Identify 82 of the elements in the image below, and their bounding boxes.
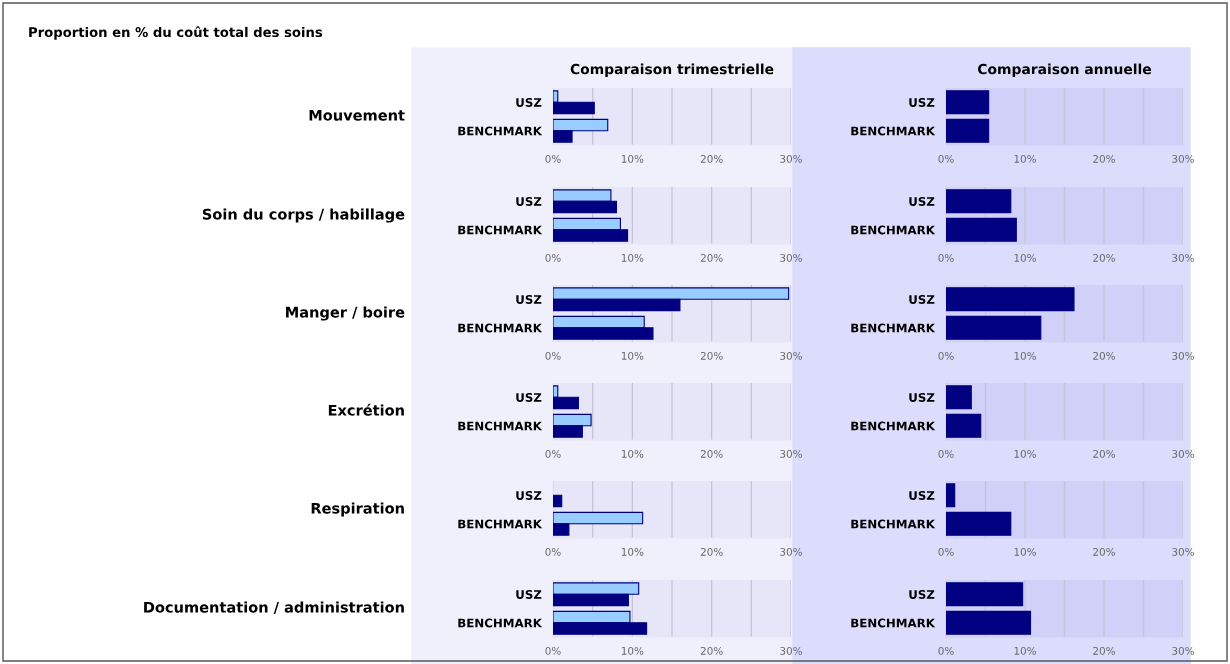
x-tick-label: 20% bbox=[700, 547, 723, 556]
x-tick-label: 0% bbox=[545, 253, 561, 262]
y-tick-label: BENCHMARK bbox=[851, 323, 936, 333]
y-tick-label: BENCHMARK bbox=[851, 225, 936, 235]
x-tick-label: 30% bbox=[780, 646, 802, 655]
y-tick-label: BENCHMARK bbox=[458, 323, 543, 333]
y-tick-label: USZ bbox=[516, 589, 542, 599]
y-tick-label: BENCHMARK bbox=[458, 519, 543, 529]
x-tick-label: 0% bbox=[938, 646, 954, 655]
x-tick-label: 10% bbox=[1014, 351, 1036, 360]
x-tick-label: 20% bbox=[1093, 253, 1115, 262]
y-tick-label: USZ bbox=[516, 392, 542, 402]
x-tick-label: 30% bbox=[780, 547, 802, 556]
x-tick-label: 10% bbox=[621, 253, 644, 262]
x-tick-label: 0% bbox=[938, 253, 954, 262]
text: Proportion en % du coût total des soins bbox=[29, 26, 323, 40]
x-tick-label: 30% bbox=[1172, 154, 1194, 163]
x-tick-label: 10% bbox=[1014, 547, 1036, 556]
y-axis-title: Documentation / administration bbox=[144, 601, 404, 614]
x-tick-label: 0% bbox=[938, 547, 954, 556]
x-tick-label: 0% bbox=[545, 646, 561, 655]
y-tick-label: USZ bbox=[516, 490, 542, 500]
x-tick-label: 10% bbox=[1014, 253, 1036, 262]
x-tick-label: 20% bbox=[1093, 449, 1115, 458]
x-tick-label: 20% bbox=[1093, 547, 1115, 556]
x-tick-label: 20% bbox=[1093, 646, 1115, 655]
x-tick-label: 30% bbox=[780, 449, 802, 458]
x-tick-label: 20% bbox=[700, 449, 723, 458]
x-tick-label: 30% bbox=[1172, 351, 1194, 360]
x-tick-label: 0% bbox=[545, 449, 561, 458]
x-tick-label: 30% bbox=[1172, 646, 1194, 655]
y-tick-label: BENCHMARK bbox=[458, 225, 543, 235]
y-tick-label: BENCHMARK bbox=[458, 421, 543, 431]
y-tick-label: USZ bbox=[909, 294, 935, 304]
y-tick-label: USZ bbox=[909, 97, 935, 107]
x-tick-label: 10% bbox=[621, 351, 644, 360]
x-tick-label: 20% bbox=[700, 351, 723, 360]
x-tick-label: 10% bbox=[621, 646, 644, 655]
x-tick-label: 10% bbox=[621, 154, 644, 163]
x-tick-label: 30% bbox=[1172, 253, 1194, 262]
y-tick-label: BENCHMARK bbox=[851, 618, 936, 628]
y-tick-label: BENCHMARK bbox=[458, 618, 543, 628]
chart-title: Comparaison annuelle bbox=[977, 63, 1152, 77]
x-tick-label: 30% bbox=[780, 253, 802, 262]
y-axis-title: Mouvement bbox=[309, 109, 405, 121]
y-axis-title: Excrétion bbox=[328, 403, 404, 416]
x-tick-label: 10% bbox=[1014, 646, 1036, 655]
x-tick-label: 0% bbox=[938, 449, 954, 458]
x-tick-label: 10% bbox=[1014, 154, 1036, 163]
x-tick-label: 30% bbox=[1172, 449, 1194, 458]
y-tick-label: USZ bbox=[516, 196, 542, 206]
x-tick-label: 10% bbox=[1014, 449, 1036, 458]
y-axis-title: Soin du corps / habillage bbox=[202, 208, 405, 223]
y-tick-label: USZ bbox=[516, 294, 542, 304]
y-tick-label: USZ bbox=[909, 392, 935, 402]
y-tick-label: BENCHMARK bbox=[851, 519, 936, 529]
y-tick-label: USZ bbox=[909, 490, 935, 500]
x-tick-label: 20% bbox=[700, 646, 723, 655]
x-tick-label: 0% bbox=[938, 154, 954, 163]
y-tick-label: USZ bbox=[516, 97, 542, 107]
x-tick-label: 30% bbox=[780, 351, 802, 360]
x-tick-label: 20% bbox=[700, 253, 723, 262]
x-tick-label: 20% bbox=[1093, 154, 1115, 163]
y-tick-label: BENCHMARK bbox=[851, 421, 936, 431]
y-tick-label: USZ bbox=[909, 196, 935, 206]
chart-title: Comparaison trimestrielle bbox=[570, 63, 774, 77]
x-tick-label: 0% bbox=[545, 351, 561, 360]
x-tick-label: 0% bbox=[545, 547, 561, 556]
x-tick-label: 30% bbox=[1172, 547, 1194, 556]
x-tick-label: 0% bbox=[938, 351, 954, 360]
y-tick-label: USZ bbox=[909, 589, 935, 599]
y-tick-label: BENCHMARK bbox=[851, 126, 936, 136]
y-tick-label: BENCHMARK bbox=[458, 126, 543, 136]
x-tick-label: 10% bbox=[621, 449, 644, 458]
x-tick-label: 20% bbox=[1093, 351, 1115, 360]
y-axis-title: Manger / boire bbox=[286, 306, 405, 321]
x-tick-label: 10% bbox=[621, 547, 644, 556]
x-tick-label: 30% bbox=[780, 154, 802, 163]
x-tick-label: 0% bbox=[545, 154, 561, 163]
x-tick-label: 20% bbox=[700, 154, 723, 163]
y-axis-title: Respiration bbox=[311, 502, 404, 517]
bar bbox=[553, 494, 563, 508]
